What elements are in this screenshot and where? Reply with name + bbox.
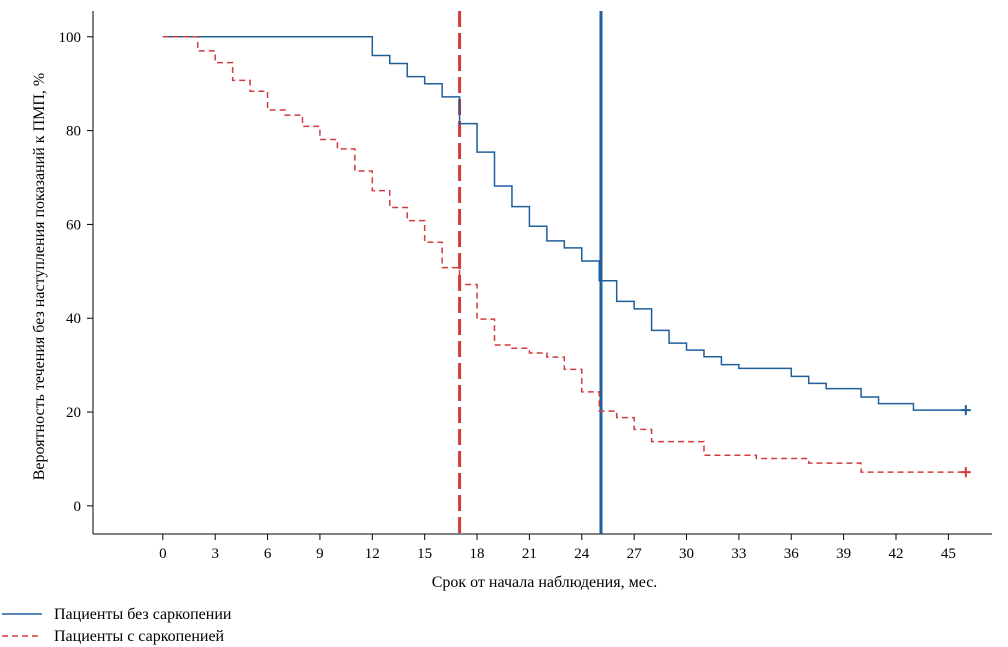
x-tick-label: 6 <box>264 546 272 562</box>
y-tick-label: 60 <box>66 217 81 233</box>
x-axis-title: Срок от начала наблюдения, мес. <box>432 574 658 591</box>
x-tick-label: 9 <box>316 546 324 562</box>
x-tick-label: 30 <box>679 546 694 562</box>
x-tick-label: 33 <box>731 546 746 562</box>
x-tick-label: 12 <box>365 546 380 562</box>
series-lines <box>162 36 971 478</box>
censor-mark-1 <box>960 467 971 478</box>
x-axis-ticks: 0 3 6 9 12 15 18 21 24 27 30 33 36 39 42 45 <box>159 534 956 562</box>
x-tick-label: 0 <box>159 546 167 562</box>
x-tick-label: 24 <box>574 546 590 562</box>
y-tick-label: 0 <box>74 499 82 515</box>
x-tick-label: 45 <box>941 546 956 562</box>
legend-item-no-sarcopenia: Пациенты без саркопении <box>2 606 232 623</box>
x-tick-label: 42 <box>888 546 903 562</box>
legend-label-no-sarcopenia: Пациенты без саркопении <box>54 606 232 623</box>
y-tick-label: 20 <box>66 405 81 421</box>
reference-lines <box>458 11 603 534</box>
y-axis-ticks: 0 20 40 60 80 100 <box>59 30 93 515</box>
x-tick-label: 27 <box>627 546 643 562</box>
y-tick-label: 80 <box>66 124 81 140</box>
x-tick-label: 15 <box>417 546 432 562</box>
censor-mark-0 <box>960 405 971 416</box>
y-tick-label: 100 <box>59 30 82 46</box>
series-line-0 <box>162 36 966 411</box>
legend: Пациенты без саркопении Пациенты с сарко… <box>2 606 232 645</box>
x-tick-label: 21 <box>522 546 537 562</box>
x-tick-label: 39 <box>836 546 851 562</box>
y-tick-label: 40 <box>66 311 81 327</box>
legend-item-sarcopenia: Пациенты с саркопенией <box>2 628 225 645</box>
x-tick-label: 3 <box>211 546 219 562</box>
y-axis-title: Вероятность течения без наступления пока… <box>31 73 48 480</box>
x-tick-label: 36 <box>784 546 800 562</box>
series-line-1 <box>162 36 966 473</box>
legend-label-sarcopenia: Пациенты с саркопенией <box>54 628 225 645</box>
x-tick-label: 18 <box>470 546 485 562</box>
